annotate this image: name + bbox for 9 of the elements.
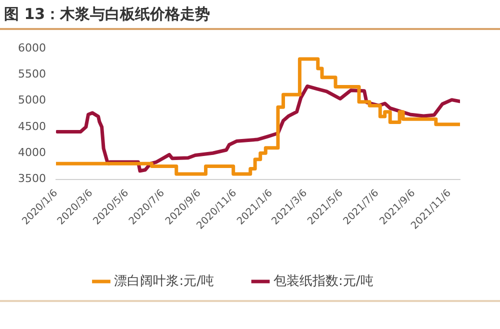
y-tick-label: 5000 — [18, 94, 46, 107]
y-tick-label: 5500 — [18, 68, 46, 81]
legend-label: 包装纸指数:元/吨 — [274, 274, 374, 289]
y-tick-label: 4500 — [18, 120, 46, 133]
y-tick-label: 3500 — [18, 172, 46, 186]
legend-label: 漂白阔叶浆:元/吨 — [114, 274, 214, 289]
y-tick-label: 6000 — [18, 41, 46, 54]
chart-title: 图 13：木浆与白板纸价格走势 — [0, 0, 500, 30]
y-tick-label: 4000 — [18, 146, 46, 159]
